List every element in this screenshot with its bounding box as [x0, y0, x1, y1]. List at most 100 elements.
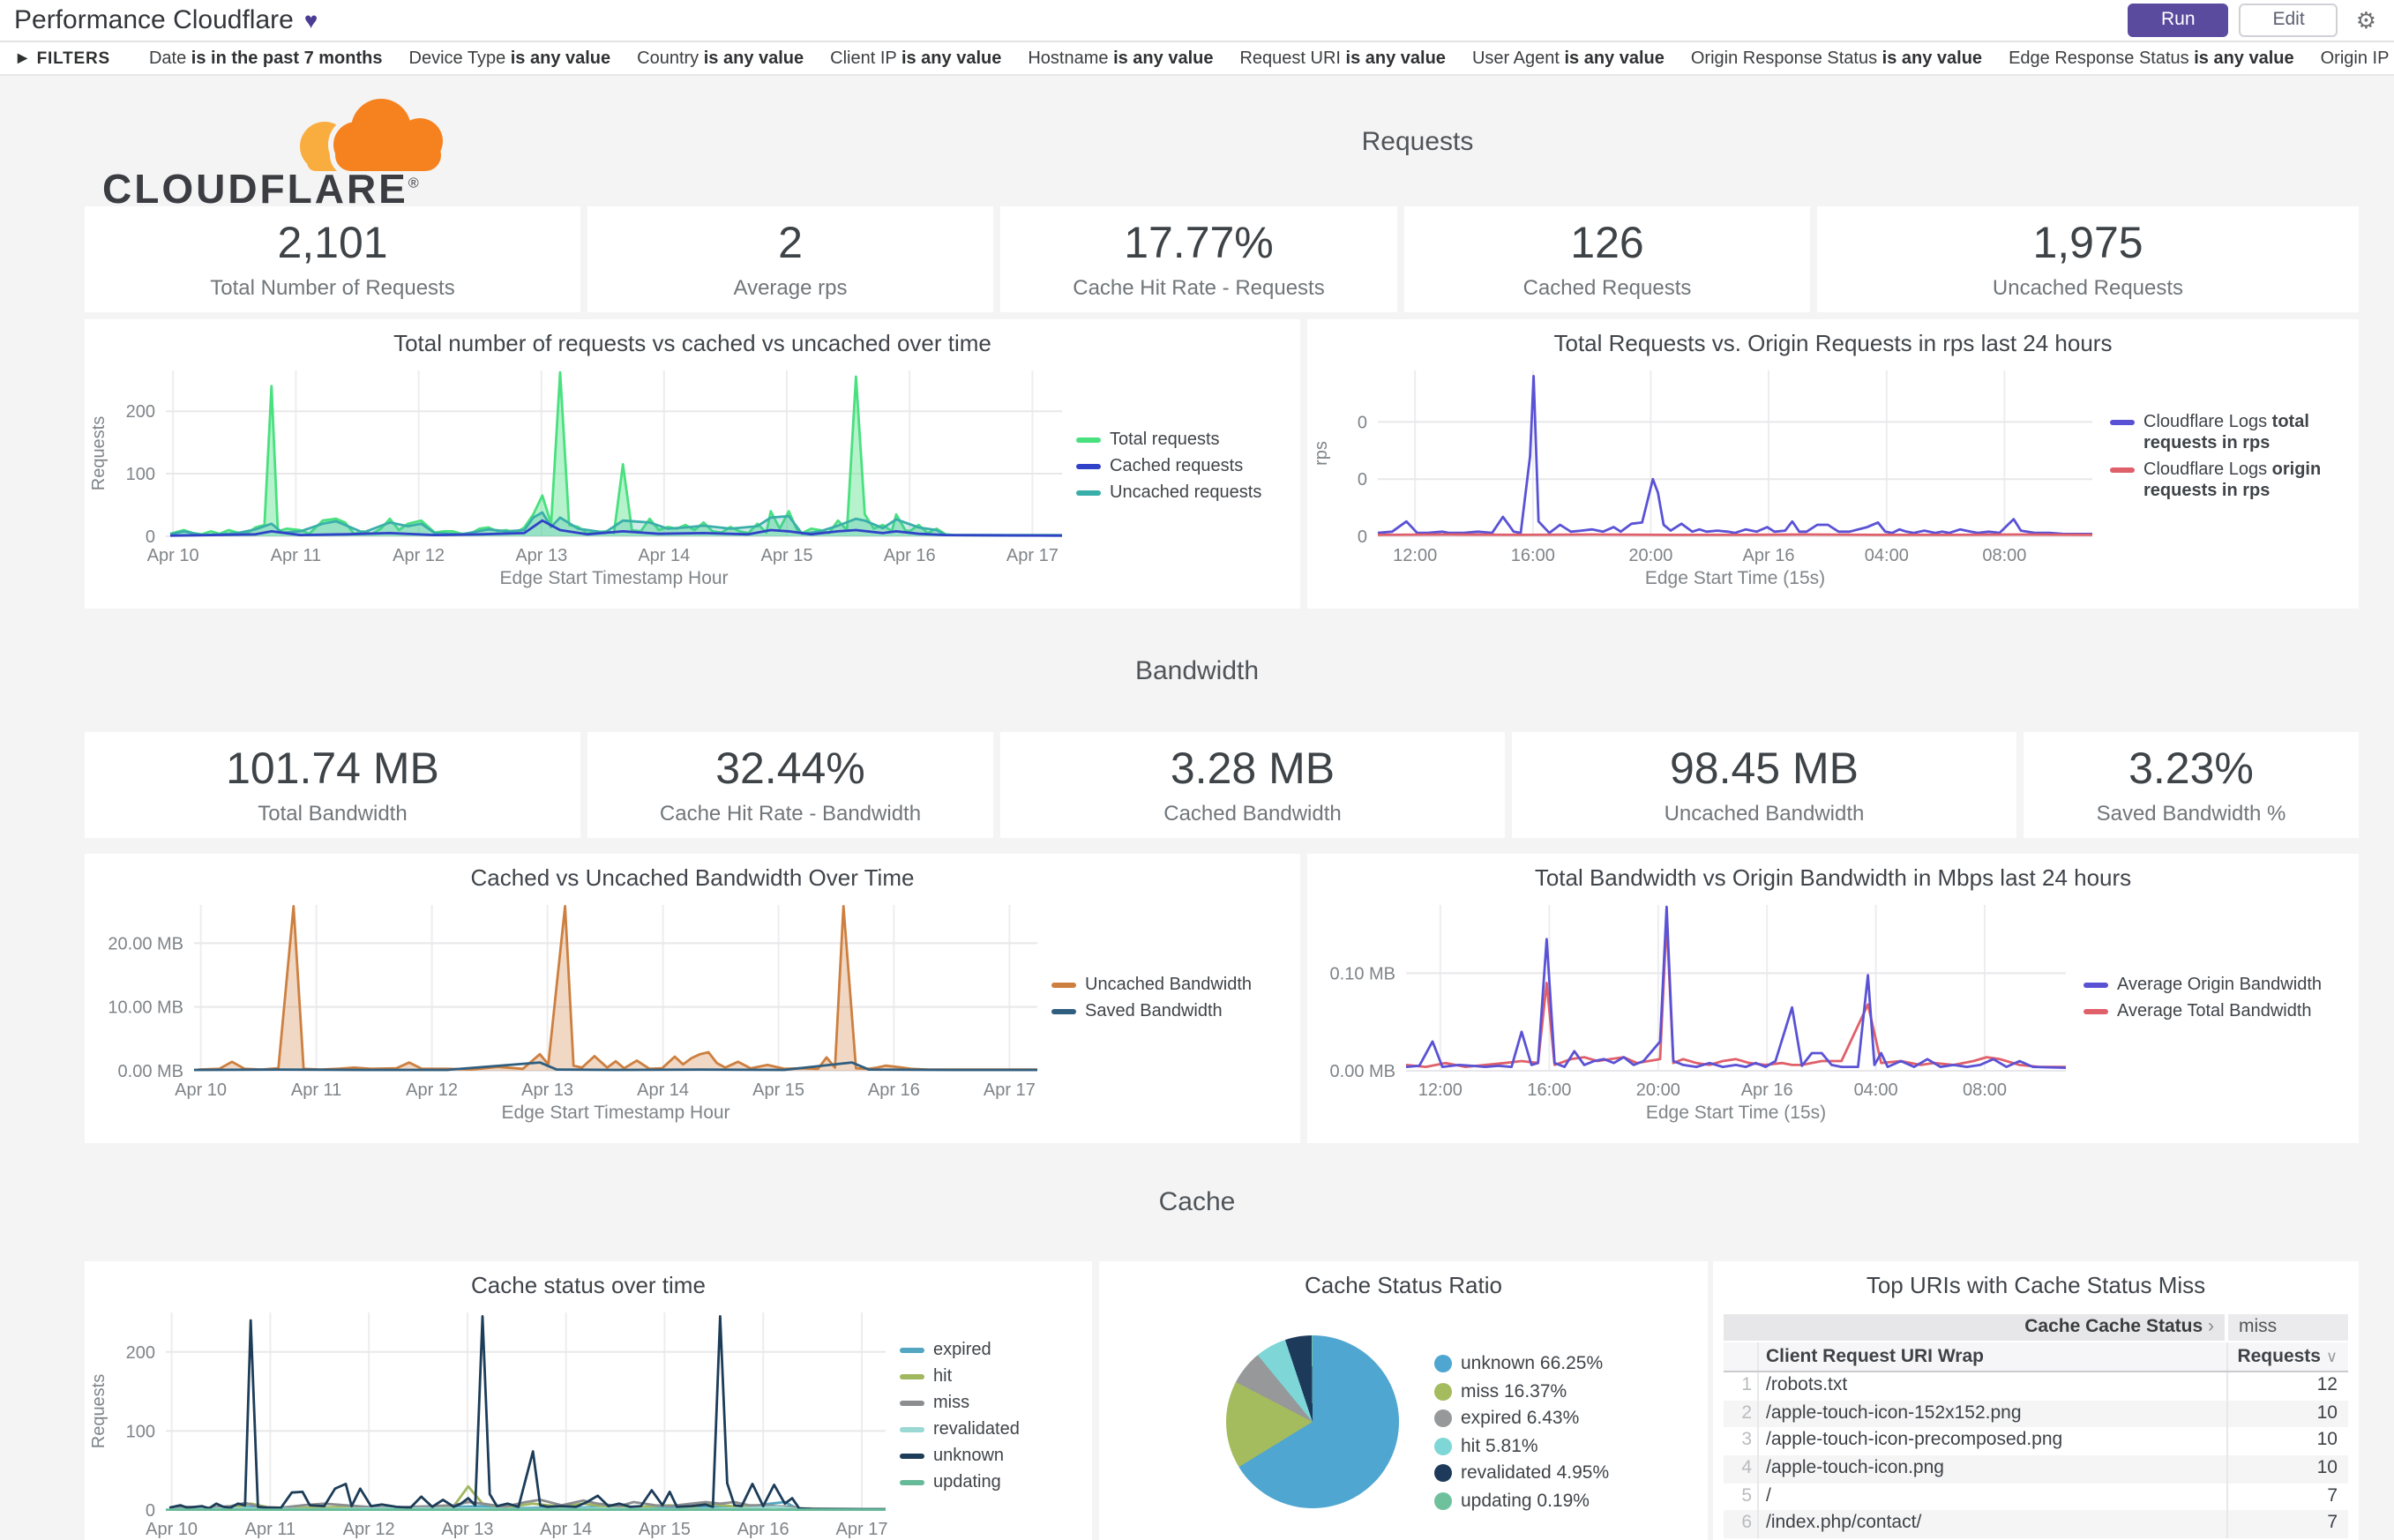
- svg-text:Edge Start Time (15s): Edge Start Time (15s): [1645, 568, 1825, 588]
- requests-cell[interactable]: 12: [2316, 1374, 2338, 1395]
- uri-cell[interactable]: /apple-touch-icon-152x152.png: [1759, 1400, 2228, 1428]
- svg-text:Apr 17: Apr 17: [984, 1080, 1036, 1100]
- kpi-tile[interactable]: 2,101 Total Number of Requests: [85, 206, 580, 312]
- table-row[interactable]: 6/index.php/contact/7: [1724, 1510, 2348, 1539]
- kpi-tile[interactable]: 17.77% Cache Hit Rate - Requests: [1000, 206, 1397, 312]
- requests-cell[interactable]: 10: [2316, 1402, 2338, 1424]
- svg-text:Edge Start Time (15s): Edge Start Time (15s): [1646, 1103, 1826, 1123]
- cache-ratio-pie[interactable]: [1226, 1335, 1399, 1508]
- filter-item-origin-response-status[interactable]: Origin Response Status is any value: [1690, 49, 1983, 68]
- pivot-column-header[interactable]: Cache Cache Status ›: [1724, 1314, 2225, 1341]
- legend-item[interactable]: updating: [900, 1473, 1020, 1494]
- filter-item-date[interactable]: Date is in the past 7 months: [148, 49, 383, 68]
- dashboard-body: CLOUDFLARE® Requests 2,101 Total Number o…: [0, 74, 2394, 1540]
- filter-item-origin-ip[interactable]: Origin IP is any value: [2320, 49, 2394, 68]
- kpi-tile[interactable]: 1,975 Uncached Requests: [1817, 206, 2359, 312]
- legend-item[interactable]: expired: [900, 1341, 1020, 1362]
- bandwidth-kpi-row: 101.74 MB Total Bandwidth 32.44% Cache Hit …: [85, 732, 2359, 838]
- legend-item[interactable]: expired 6.43%: [1434, 1408, 1609, 1429]
- legend-item[interactable]: miss: [900, 1394, 1020, 1415]
- legend-item[interactable]: Average Total Bandwidth: [2084, 1002, 2345, 1023]
- requests-cell[interactable]: 7: [2327, 1512, 2338, 1534]
- bandwidth-over-time-chart[interactable]: Apr 10 Apr 11 Apr 12 Apr 13 Apr 14 Apr 15 Apr …: [85, 891, 1051, 1124]
- uri-cell[interactable]: /apple-touch-icon.png: [1759, 1455, 2228, 1484]
- legend-item[interactable]: hit: [900, 1367, 1020, 1388]
- legend-item[interactable]: updating 0.19%: [1434, 1490, 1609, 1511]
- requests-cell[interactable]: 7: [2327, 1484, 2338, 1506]
- legend-item[interactable]: miss 16.37%: [1434, 1380, 1609, 1402]
- filter-item-client-ip[interactable]: Client IP is any value: [830, 49, 1002, 68]
- gear-icon[interactable]: ⚙: [2355, 6, 2376, 33]
- kpi-tile[interactable]: 2 Average rps: [587, 206, 993, 312]
- kpi-value: 2,101: [277, 219, 388, 268]
- legend-swatch: [900, 1374, 924, 1379]
- svg-text:100: 100: [126, 465, 155, 484]
- kpi-tile[interactable]: 3.23% Saved Bandwidth %: [2024, 732, 2359, 838]
- run-button[interactable]: Run: [2127, 4, 2229, 37]
- legend-label: hit: [933, 1367, 953, 1387]
- kpi-tile[interactable]: 3.28 MB Cached Bandwidth: [1000, 732, 1505, 838]
- legend-item[interactable]: revalidated 4.95%: [1434, 1462, 1609, 1484]
- uri-cell[interactable]: /index.php/contact/: [1759, 1510, 2228, 1539]
- filter-item-device-type[interactable]: Device Type is any value: [408, 49, 611, 68]
- svg-text:Apr 15: Apr 15: [639, 1520, 691, 1539]
- legend-item[interactable]: Uncached requests: [1076, 483, 1261, 505]
- requests-over-time-chart[interactable]: Apr 10 Apr 11 Apr 12 Apr 13 Apr 14 Apr 15 Apr …: [85, 356, 1076, 589]
- legend-swatch: [2084, 983, 2108, 988]
- heart-icon: ♥: [303, 7, 318, 34]
- row-number: 1: [1724, 1372, 1759, 1401]
- filter-item-request-uri[interactable]: Request URI is any value: [1239, 49, 1446, 68]
- table-row[interactable]: 3/apple-touch-icon-precomposed.png 10: [1724, 1427, 2348, 1456]
- svg-text:Apr 10: Apr 10: [146, 1520, 198, 1539]
- filter-item-edge-response-status[interactable]: Edge Response Status is any value: [2009, 49, 2294, 68]
- filters-toggle[interactable]: ▶ FILTERS: [18, 49, 110, 68]
- uri-column-header[interactable]: Client Request URI Wrap: [1759, 1342, 2228, 1371]
- filter-item-hostname[interactable]: Hostname is any value: [1028, 49, 1214, 68]
- kpi-tile[interactable]: 126 Cached Requests: [1404, 206, 1810, 312]
- requests-cell[interactable]: 10: [2316, 1429, 2338, 1451]
- legend-item[interactable]: Cloudflare Logs origin requests in rps: [2110, 460, 2339, 503]
- filter-item-country[interactable]: Country is any value: [637, 49, 804, 68]
- requests-rps-chart[interactable]: 12:00 16:00 20:00 Apr 16 04:00 08:00 0 0 0 Edge S…: [1307, 356, 2110, 589]
- kpi-value: 3.23%: [2128, 744, 2254, 794]
- table-row[interactable]: 1/robots.txt 12: [1724, 1372, 2348, 1401]
- legend-item[interactable]: hit 5.81%: [1434, 1435, 1609, 1456]
- kpi-tile[interactable]: 98.45 MB Uncached Bandwidth: [1512, 732, 2016, 838]
- filter-item-user-agent[interactable]: User Agent is any value: [1471, 49, 1665, 68]
- uri-cell[interactable]: /robots.txt: [1759, 1372, 2228, 1401]
- svg-text:Apr 16: Apr 16: [737, 1520, 789, 1539]
- edit-button[interactable]: Edit: [2239, 4, 2338, 37]
- kpi-value: 2: [778, 219, 803, 268]
- bandwidth-24h-chart[interactable]: 12:00 16:00 20:00 Apr 16 04:00 08:00 0.00 MB 0.…: [1307, 891, 2084, 1124]
- svg-text:Apr 15: Apr 15: [761, 546, 813, 565]
- cache-status-chart[interactable]: Apr 10 Apr 11 Apr 12 Apr 13 Apr 14 Apr 15 Apr …: [85, 1298, 900, 1540]
- table-row[interactable]: 2/apple-touch-icon-152x152.png 10: [1724, 1400, 2348, 1428]
- legend-item[interactable]: Cloudflare Logs total requests in rps: [2110, 413, 2339, 455]
- requests-kpi-row: 2,101 Total Number of Requests 2 Average rp…: [85, 206, 2359, 312]
- requests-cell[interactable]: 10: [2316, 1457, 2338, 1479]
- table-row[interactable]: 4/apple-touch-icon.png 10: [1724, 1455, 2348, 1484]
- requests-column-header[interactable]: Requests ∨: [2237, 1346, 2338, 1367]
- uri-cell[interactable]: /apple-touch-icon-precomposed.png: [1759, 1427, 2228, 1456]
- legend-item[interactable]: unknown: [900, 1447, 1020, 1468]
- legend-label: revalidated: [933, 1420, 1020, 1439]
- legend-item[interactable]: unknown 66.25%: [1434, 1353, 1609, 1374]
- legend-item[interactable]: Uncached Bandwidth: [1051, 976, 1252, 997]
- legend-item[interactable]: revalidated: [900, 1420, 1020, 1441]
- legend-item[interactable]: Cached requests: [1076, 457, 1261, 478]
- uri-cell[interactable]: /: [1759, 1483, 2228, 1511]
- svg-text:Apr 11: Apr 11: [271, 546, 321, 565]
- legend-label: Uncached Bandwidth: [1085, 976, 1253, 995]
- legend-item[interactable]: Total requests: [1076, 430, 1261, 452]
- legend-item[interactable]: Saved Bandwidth: [1051, 1002, 1252, 1023]
- kpi-tile[interactable]: 101.74 MB Total Bandwidth: [85, 732, 580, 838]
- kpi-tile[interactable]: 32.44% Cache Hit Rate - Bandwidth: [587, 732, 993, 838]
- table-row[interactable]: 5/ 7: [1724, 1483, 2348, 1511]
- chart-legend: Average Origin Bandwidth Average Total Ba…: [2084, 976, 2345, 1023]
- svg-text:20:00: 20:00: [1636, 1080, 1680, 1100]
- svg-text:Apr 16: Apr 16: [1741, 1080, 1793, 1100]
- svg-text:16:00: 16:00: [1511, 546, 1555, 565]
- legend-label: expired 6.43%: [1461, 1408, 1580, 1429]
- legend-item[interactable]: Average Origin Bandwidth: [2084, 976, 2345, 997]
- cloudflare-wordmark: CLOUDFLARE®: [102, 166, 422, 212]
